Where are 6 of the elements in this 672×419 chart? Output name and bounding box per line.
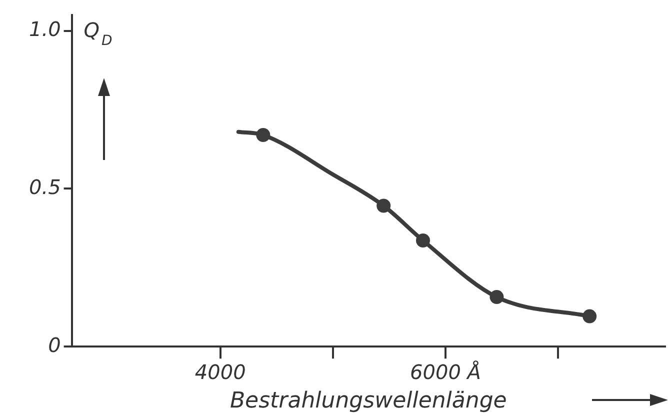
x-tick-label: 4000: [194, 360, 246, 384]
y-tick-label: 0: [48, 332, 61, 357]
y-tick-label: 0.5: [28, 174, 61, 199]
y-tick-label: 1.0: [28, 16, 61, 41]
x-tick-label: 6000 Å: [410, 360, 481, 384]
x-axis-title: Bestrahlungswellenlänge: [230, 388, 507, 414]
